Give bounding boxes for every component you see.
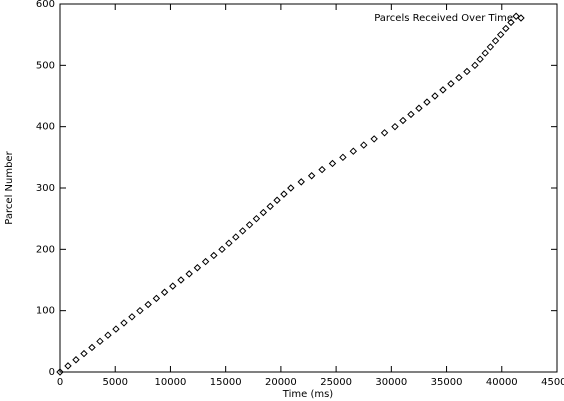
point bbox=[439, 86, 447, 94]
point bbox=[218, 245, 226, 254]
point bbox=[415, 104, 423, 112]
point bbox=[245, 221, 254, 229]
point bbox=[307, 172, 316, 180]
point bbox=[349, 147, 358, 155]
point bbox=[104, 331, 112, 339]
point bbox=[238, 227, 247, 235]
point bbox=[318, 165, 326, 174]
x-tick-label: 30000 bbox=[375, 377, 407, 388]
y-axis-label: Parcel Number bbox=[4, 150, 15, 224]
point bbox=[185, 270, 193, 278]
point bbox=[252, 214, 261, 223]
point bbox=[201, 257, 210, 266]
point bbox=[80, 349, 88, 358]
point bbox=[193, 264, 202, 272]
x-tick-label: 20000 bbox=[265, 377, 297, 388]
point bbox=[64, 362, 72, 370]
point bbox=[128, 313, 136, 321]
point bbox=[144, 300, 152, 309]
x-tick-label: 10000 bbox=[155, 377, 187, 388]
point bbox=[423, 98, 431, 106]
point bbox=[360, 141, 368, 149]
point bbox=[481, 49, 489, 57]
y-tick-label: 500 bbox=[36, 60, 55, 71]
point bbox=[463, 67, 471, 76]
point bbox=[72, 356, 80, 364]
x-tick-label: 15000 bbox=[210, 377, 242, 388]
point bbox=[455, 73, 463, 82]
y-tick-label: 200 bbox=[36, 244, 55, 255]
y-tick-label: 300 bbox=[36, 183, 55, 194]
point bbox=[120, 319, 128, 327]
point bbox=[210, 251, 218, 260]
x-axis-label: Time (ms) bbox=[282, 389, 334, 400]
point bbox=[259, 208, 268, 217]
point bbox=[266, 202, 274, 211]
point bbox=[486, 43, 495, 51]
point bbox=[339, 153, 347, 162]
point bbox=[112, 325, 120, 333]
point bbox=[391, 122, 399, 131]
point bbox=[96, 337, 104, 346]
point bbox=[56, 368, 64, 376]
y-tick-label: 600 bbox=[36, 0, 55, 10]
point bbox=[512, 12, 520, 20]
legend-symbol bbox=[517, 14, 525, 22]
point bbox=[431, 92, 439, 100]
point bbox=[447, 80, 455, 88]
point bbox=[88, 343, 96, 352]
y-tick-label: 400 bbox=[36, 122, 55, 133]
x-tick-label: 5000 bbox=[102, 377, 127, 388]
point bbox=[399, 116, 407, 125]
point bbox=[273, 196, 281, 204]
point bbox=[280, 190, 288, 198]
point bbox=[152, 294, 161, 303]
point bbox=[287, 184, 295, 192]
x-tick-label: 0 bbox=[57, 377, 63, 388]
x-tick-label: 35000 bbox=[431, 377, 463, 388]
point bbox=[160, 288, 169, 296]
point bbox=[471, 61, 479, 70]
y-tick-label: 100 bbox=[36, 306, 55, 317]
point bbox=[169, 282, 177, 290]
point bbox=[328, 159, 337, 168]
point bbox=[502, 24, 510, 33]
x-tick-label: 40000 bbox=[486, 377, 518, 388]
point bbox=[370, 135, 378, 143]
point bbox=[136, 306, 144, 315]
legend-label: Parcels Received Over Time bbox=[374, 13, 513, 24]
point bbox=[476, 55, 484, 63]
point bbox=[496, 30, 505, 39]
point bbox=[380, 129, 389, 137]
point bbox=[297, 178, 305, 186]
point bbox=[225, 239, 233, 247]
point bbox=[491, 37, 500, 45]
point bbox=[407, 110, 415, 119]
y-tick-label: 0 bbox=[49, 367, 55, 378]
point bbox=[177, 276, 185, 284]
point bbox=[507, 18, 515, 27]
x-tick-label: 25000 bbox=[320, 377, 352, 388]
point bbox=[232, 233, 240, 241]
